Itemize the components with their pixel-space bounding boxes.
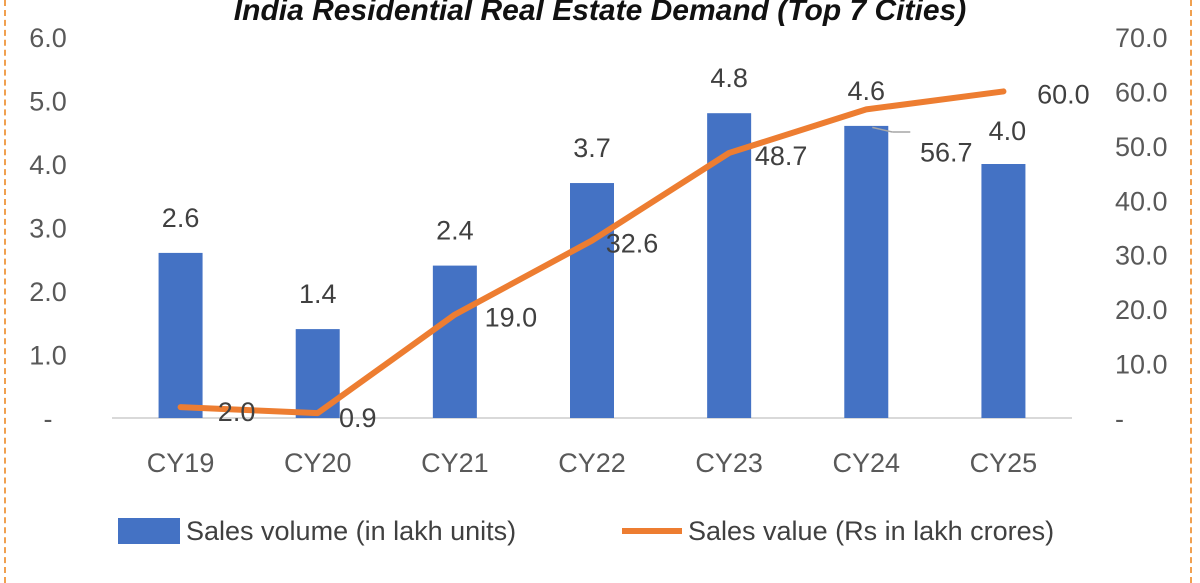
bar-sales-volume: [844, 125, 889, 419]
right-axis-tick-label: -: [1115, 404, 1124, 434]
right-dashed-border: [1190, 0, 1192, 583]
right-axis-tick-label: 40.0: [1115, 186, 1168, 216]
chart-title: India Residential Real Estate Demand (To…: [234, 0, 966, 27]
x-axis-tick-label: CY20: [284, 448, 352, 478]
bar-sales-volume: [158, 252, 203, 418]
leader-line: [872, 126, 893, 133]
left-axis-tick-label: -: [44, 404, 53, 434]
line-sales-value: [177, 88, 1007, 417]
right-axis-tick-label: 20.0: [1115, 295, 1168, 325]
line-data-label: 19.0: [485, 303, 538, 333]
bar-sales-volume: [432, 265, 477, 418]
x-axis-tick-label: CY23: [695, 448, 763, 478]
bar-sales-volume: [981, 164, 1026, 418]
x-axis-tick-label: CY22: [558, 448, 626, 478]
bar-sales-volume: [707, 113, 752, 418]
line-data-label: 60.0: [1037, 79, 1090, 109]
x-axis-tick-label: CY21: [421, 448, 489, 478]
right-axis-tick-label: 60.0: [1115, 77, 1168, 107]
line-data-label: 56.7: [920, 137, 973, 167]
left-axis-tick-label: 3.0: [29, 214, 67, 244]
x-axis-tick-label: CY25: [970, 448, 1038, 478]
bar-data-label: 2.4: [436, 216, 474, 246]
x-axis-tick-label: CY19: [147, 448, 215, 478]
bar-data-label: 3.7: [573, 133, 611, 163]
bar-data-label: 4.8: [710, 63, 748, 93]
line-data-label: 48.7: [755, 141, 808, 171]
bar-data-label: 1.4: [299, 279, 337, 309]
bar-data-label: 2.6: [162, 203, 200, 233]
legend-label-line: Sales value (Rs in lakh crores): [688, 516, 1054, 546]
right-axis-tick-label: 70.0: [1115, 23, 1168, 53]
left-axis-tick-label: 2.0: [29, 277, 67, 307]
left-axis-tick-label: 1.0: [29, 341, 67, 371]
line-data-label: 0.9: [339, 403, 377, 433]
left-dashed-border: [4, 0, 6, 583]
bar-sales-volume: [570, 183, 614, 418]
left-axis-tick-label: 5.0: [29, 87, 67, 117]
right-axis-tick-label: 10.0: [1115, 350, 1168, 380]
left-axis-tick-label: 4.0: [29, 150, 67, 180]
right-axis-tick-label: 30.0: [1115, 241, 1168, 271]
left-axis-tick-label: 6.0: [29, 23, 67, 53]
line-data-label: 2.0: [218, 397, 256, 427]
legend-label-bars: Sales volume (in lakh units): [186, 516, 516, 546]
right-axis-tick-label: 50.0: [1115, 132, 1168, 162]
line-data-label: 32.6: [606, 229, 659, 259]
legend-swatch-bars: [118, 518, 180, 544]
x-axis-tick-label: CY24: [833, 448, 901, 478]
bar-data-label: 4.6: [848, 76, 886, 106]
bar-data-label: 4.0: [989, 116, 1027, 146]
